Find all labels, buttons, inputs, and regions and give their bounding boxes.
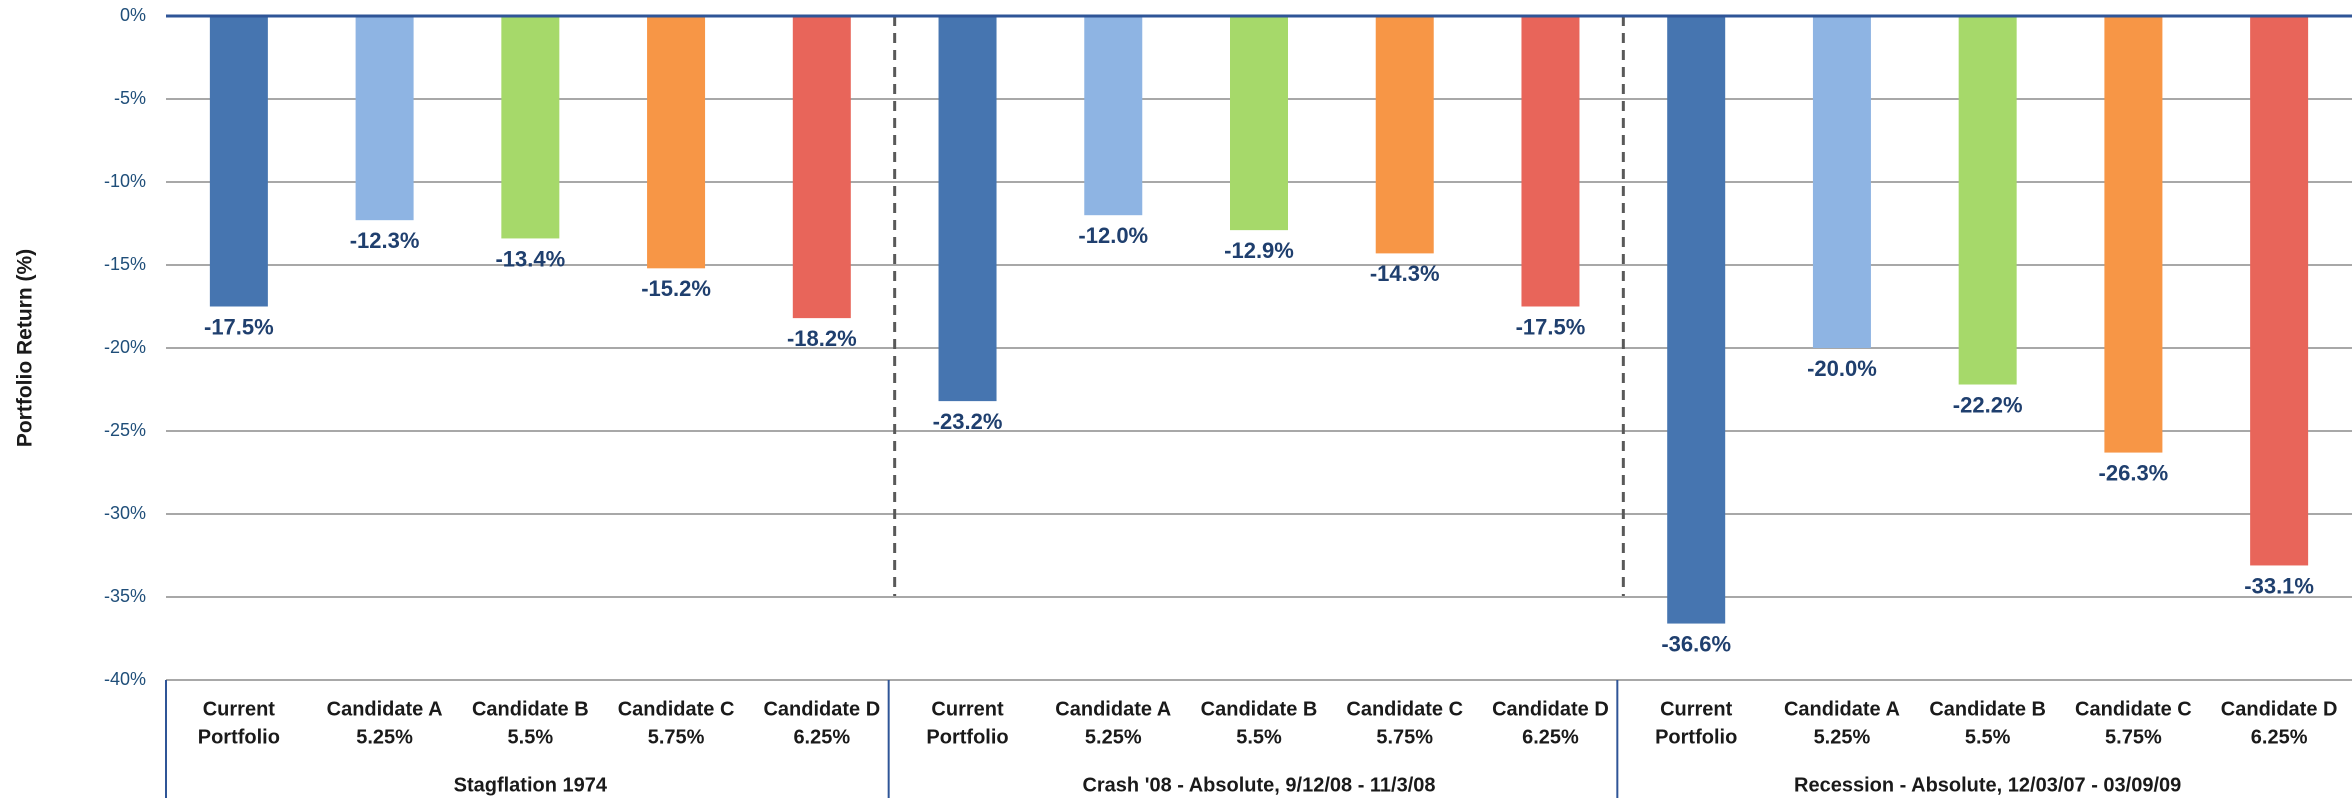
- x-tick-label: Portfolio: [198, 726, 280, 748]
- bar: [2104, 16, 2163, 453]
- x-tick-label: Candidate B: [1929, 698, 2046, 720]
- x-tick-label: Candidate D: [2221, 698, 2338, 720]
- bar: [1521, 16, 1580, 307]
- value-label: -26.3%: [2099, 460, 2169, 485]
- x-tick-label: Portfolio: [926, 726, 1008, 748]
- value-label: -22.2%: [1953, 392, 2023, 417]
- bar: [1230, 16, 1288, 231]
- value-label: -14.3%: [1370, 261, 1440, 286]
- value-label: -36.6%: [1661, 631, 1731, 656]
- x-tick-label: 5.75%: [648, 726, 705, 748]
- y-tick-label: -40%: [104, 669, 146, 689]
- bar: [792, 16, 851, 319]
- bar: [355, 16, 414, 221]
- value-label: -33.1%: [2244, 573, 2314, 598]
- y-tick-label: 0%: [120, 5, 146, 25]
- value-label: -20.0%: [1807, 356, 1877, 381]
- x-tick-label: Candidate A: [327, 698, 443, 720]
- value-label: -13.4%: [495, 246, 565, 271]
- y-tick-label: -25%: [104, 420, 146, 440]
- x-tick-label: Current: [1660, 698, 1733, 720]
- y-tick-label: -20%: [104, 337, 146, 357]
- x-tick-label: 5.75%: [2105, 726, 2162, 748]
- bar: [647, 16, 706, 269]
- x-tick-label: Candidate B: [472, 698, 589, 720]
- x-tick-label: 5.75%: [1376, 726, 1433, 748]
- y-tick-label: -5%: [114, 88, 146, 108]
- group-label: Stagflation 1974: [454, 774, 608, 796]
- value-label: -15.2%: [641, 276, 711, 301]
- x-tick-label: Candidate B: [1201, 698, 1318, 720]
- x-tick-label: Current: [203, 698, 276, 720]
- value-label: -17.5%: [1516, 314, 1586, 339]
- x-tick-label: 6.25%: [793, 726, 850, 748]
- y-axis-label: Portfolio Return (%): [14, 249, 37, 447]
- y-tick-label: -15%: [104, 254, 146, 274]
- value-label: -12.9%: [1224, 238, 1294, 263]
- x-tick-label: Candidate D: [1492, 698, 1609, 720]
- value-label: -18.2%: [787, 326, 857, 351]
- x-tick-label: Candidate D: [763, 698, 880, 720]
- group-label: Recession - Absolute, 12/03/07 - 03/09/0…: [1794, 774, 2181, 796]
- x-tick-label: 5.25%: [1814, 726, 1871, 748]
- x-tick-label: Candidate C: [2075, 698, 2192, 720]
- bar: [209, 16, 268, 307]
- x-tick-label: 6.25%: [1522, 726, 1579, 748]
- y-tick-label: -30%: [104, 503, 146, 523]
- bar: [938, 16, 997, 402]
- bar: [1958, 16, 2017, 385]
- x-tick-label: 5.25%: [1085, 726, 1142, 748]
- x-tick-label: Candidate A: [1055, 698, 1171, 720]
- x-tick-label: Portfolio: [1655, 726, 1737, 748]
- x-tick-label: Candidate A: [1784, 698, 1900, 720]
- value-label: -17.5%: [204, 314, 274, 339]
- value-label: -12.3%: [350, 228, 420, 253]
- x-tick-label: Candidate C: [1346, 698, 1463, 720]
- x-tick-label: Current: [931, 698, 1004, 720]
- x-tick-label: 5.5%: [1236, 726, 1282, 748]
- value-label: -23.2%: [933, 409, 1003, 434]
- group-label: Crash '08 - Absolute, 9/12/08 - 11/3/08: [1082, 774, 1435, 796]
- y-tick-label: -10%: [104, 171, 146, 191]
- bar: [1812, 16, 1871, 348]
- value-label: -12.0%: [1078, 223, 1148, 248]
- bar: [501, 16, 560, 239]
- bar: [1375, 16, 1434, 254]
- bar: [1667, 16, 1726, 624]
- bar: [2250, 16, 2309, 566]
- x-tick-label: 5.5%: [1965, 726, 2011, 748]
- x-tick-label: 5.5%: [508, 726, 554, 748]
- x-tick-label: 5.25%: [356, 726, 413, 748]
- x-tick-label: Candidate C: [618, 698, 735, 720]
- x-tick-label: 6.25%: [2251, 726, 2308, 748]
- y-tick-label: -35%: [104, 586, 146, 606]
- bar: [1084, 16, 1143, 216]
